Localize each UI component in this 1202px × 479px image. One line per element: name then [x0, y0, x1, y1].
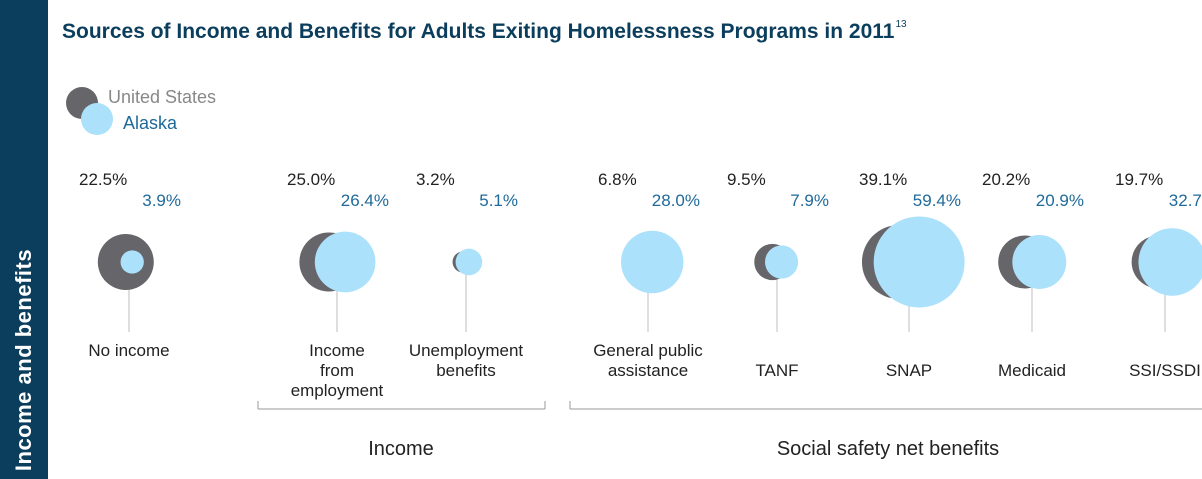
legend-ak-label: Alaska	[123, 113, 178, 133]
category-label: Unemployment benefits	[409, 341, 524, 380]
bubble-alaska	[455, 248, 483, 276]
category-label: Medicaid	[998, 361, 1066, 380]
bubble-alaska	[314, 231, 376, 293]
bubble-alaska	[873, 216, 965, 308]
alaska-value-label: 5.1%	[479, 191, 518, 210]
category-label-line: from	[320, 361, 354, 380]
category-label-line: assistance	[608, 361, 688, 380]
chart-title: Sources of Income and Benefits for Adult…	[62, 19, 907, 44]
alaska-value-label: 32.7%	[1169, 191, 1202, 210]
us-value-label: 20.2%	[982, 170, 1030, 189]
bubble-alaska	[621, 230, 684, 294]
chart-title-text: Sources of Income and Benefits for Adult…	[62, 20, 895, 43]
category-label-line: General public	[593, 341, 703, 360]
us-value-label: 3.2%	[416, 170, 455, 189]
category-label: SSI/SSDI	[1129, 361, 1201, 380]
bubble-alaska	[120, 250, 144, 274]
us-value-label: 39.1%	[859, 170, 907, 189]
alaska-value-label: 20.9%	[1036, 191, 1084, 210]
category-label: TANF	[755, 361, 798, 380]
alaska-value-label: 59.4%	[913, 191, 961, 210]
bubble-alaska	[1138, 228, 1202, 296]
legend-us-label: United States	[108, 87, 216, 107]
alaska-value-label: 3.9%	[142, 191, 181, 210]
alaska-value-label: 28.0%	[652, 191, 700, 210]
group-label: Income	[368, 438, 434, 460]
category-label: SNAP	[886, 361, 932, 380]
category-label-line: Unemployment	[409, 341, 524, 360]
us-value-label: 19.7%	[1115, 170, 1163, 189]
bubble-alaska	[764, 245, 799, 279]
title-footnote: 13	[895, 19, 907, 30]
alaska-value-label: 26.4%	[341, 191, 389, 210]
us-value-label: 9.5%	[727, 170, 766, 189]
category-label: No income	[88, 341, 169, 360]
category-label: Income from employment	[291, 341, 384, 400]
category-label-line: Income	[309, 341, 365, 360]
group-label: Social safety net benefits	[777, 438, 999, 460]
us-value-label: 22.5%	[79, 170, 127, 189]
legend-ak-marker	[81, 103, 113, 135]
us-value-label: 6.8%	[598, 170, 637, 189]
bubble-alaska	[1012, 235, 1067, 289]
category-label-line: employment	[291, 381, 384, 400]
alaska-value-label: 7.9%	[790, 191, 829, 210]
category-label-line: benefits	[436, 361, 496, 380]
category-label: General public assistance	[593, 341, 703, 380]
section-sidebar: Income and benefits	[0, 0, 48, 479]
us-value-label: 25.0%	[287, 170, 335, 189]
